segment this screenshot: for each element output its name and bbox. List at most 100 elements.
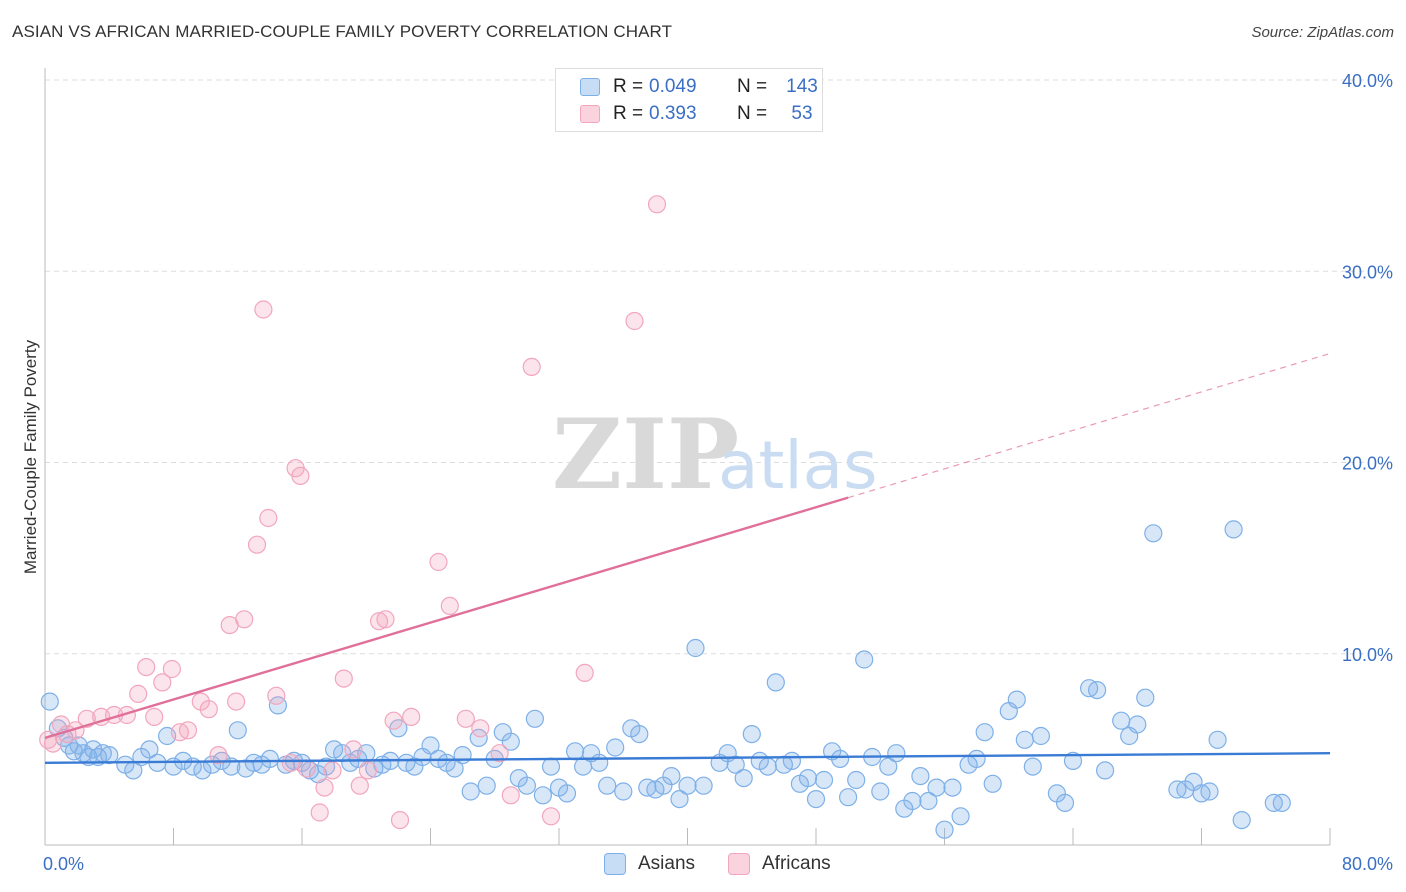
africans-point — [575, 663, 594, 683]
asians-point — [421, 736, 440, 755]
stats-row-africans: R = 0.393 N = 53 — [580, 101, 827, 127]
asians-point — [975, 723, 994, 742]
y-tick-label: 40.0% — [1342, 71, 1393, 91]
asians-point — [1208, 730, 1227, 749]
africans-point — [315, 778, 334, 797]
asians-point — [1112, 711, 1131, 730]
asians-point — [830, 749, 850, 769]
asians-point — [1015, 730, 1034, 749]
watermark-atlas: atlas — [718, 427, 878, 504]
r-label: R = — [613, 103, 644, 124]
asians-legend-swatch — [604, 853, 626, 875]
asians-point — [782, 751, 802, 771]
africans-point — [350, 776, 369, 795]
asians-point — [887, 744, 906, 763]
asians-point — [1232, 810, 1251, 830]
asians-point — [814, 770, 834, 790]
x-tick-label: 0.0% — [43, 854, 84, 874]
asians-point — [228, 721, 247, 740]
africans-point — [209, 745, 228, 765]
africans-point — [259, 508, 278, 528]
africans-point — [440, 596, 459, 616]
asians-point — [1087, 680, 1107, 700]
africans-point — [541, 807, 561, 826]
asians-point — [1224, 520, 1243, 539]
asians-point — [935, 820, 954, 839]
asians-point — [662, 766, 681, 786]
africans-point — [384, 711, 403, 730]
africans-point — [162, 659, 181, 679]
africans-point — [235, 610, 254, 629]
asians-point — [614, 782, 633, 801]
africans-trend-line — [44, 496, 849, 740]
africans-point — [471, 719, 490, 738]
watermark-zip: ZIP — [552, 398, 739, 511]
africans-point — [390, 810, 410, 830]
asians-point — [1023, 757, 1042, 776]
africans-point — [254, 300, 273, 319]
africans-point — [370, 612, 389, 631]
africans-point — [39, 730, 58, 749]
asians-point — [1095, 761, 1115, 780]
asians-point — [967, 749, 986, 769]
africans-point — [129, 684, 148, 704]
r-value: 0.393 — [649, 103, 697, 124]
africans-point — [334, 669, 353, 688]
asians-point — [517, 776, 537, 795]
asians-point — [678, 776, 697, 795]
asians-point — [879, 757, 898, 776]
asians-point — [606, 738, 625, 757]
asians-point — [911, 766, 930, 786]
y-axis-label: Married-Couple Family Poverty — [21, 339, 40, 574]
asians-point — [686, 638, 705, 658]
asians-point — [1272, 793, 1291, 813]
africans-point — [267, 686, 286, 705]
asians-point — [525, 709, 545, 728]
asians-point — [943, 778, 962, 797]
asians-point — [798, 768, 818, 788]
asians-point — [100, 745, 119, 765]
chart-title: ASIAN VS AFRICAN MARRIED-COUPLE FAMILY P… — [12, 22, 673, 41]
africans-point — [281, 753, 300, 772]
africans-point — [178, 721, 198, 740]
asians-point — [501, 732, 520, 751]
africans-point — [522, 357, 541, 376]
y-tick-label: 30.0% — [1342, 262, 1393, 282]
stats-box: R = 0.049 N = 143 R = 0.393 N = 53 — [555, 68, 823, 132]
asians-point — [726, 755, 745, 774]
legend-item-asians[interactable]: Asians — [604, 850, 695, 878]
africans-point — [310, 803, 329, 822]
asians-point — [838, 788, 858, 807]
gridlines — [45, 79, 1365, 655]
africans-point — [199, 700, 218, 719]
axes — [44, 68, 1331, 846]
asians-point — [670, 789, 689, 809]
africans-point — [247, 535, 267, 554]
legend-item-africans[interactable]: Africans — [728, 850, 831, 878]
tick-labels: 10.0% 20.0% 30.0% 40.0% 0.0% 80.0% Married-Cou… — [21, 71, 1393, 874]
asians-point — [758, 757, 777, 776]
africans-point — [145, 707, 164, 727]
asians-point — [1007, 690, 1026, 709]
asians-point — [59, 736, 79, 755]
asians-point — [260, 749, 279, 769]
n-label: N = — [737, 103, 768, 124]
asians-point — [1144, 524, 1163, 543]
asians-point — [903, 791, 922, 811]
source-label: Source: ZipAtlas.com — [1251, 24, 1394, 41]
r-label: R = — [613, 76, 644, 97]
n-value: 143 — [786, 76, 818, 97]
asians-point — [140, 740, 159, 759]
x-tick-label: 80.0% — [1342, 854, 1393, 874]
asians-point — [871, 782, 890, 801]
y-tick-label: 10.0% — [1342, 645, 1393, 665]
africans-point — [647, 195, 667, 214]
asians-point — [630, 724, 649, 744]
n-value: 53 — [791, 103, 813, 124]
asians-point — [1136, 688, 1155, 707]
asians-point — [951, 807, 970, 826]
n-label: N = — [737, 76, 768, 97]
africans-trend-extension — [847, 352, 1331, 499]
